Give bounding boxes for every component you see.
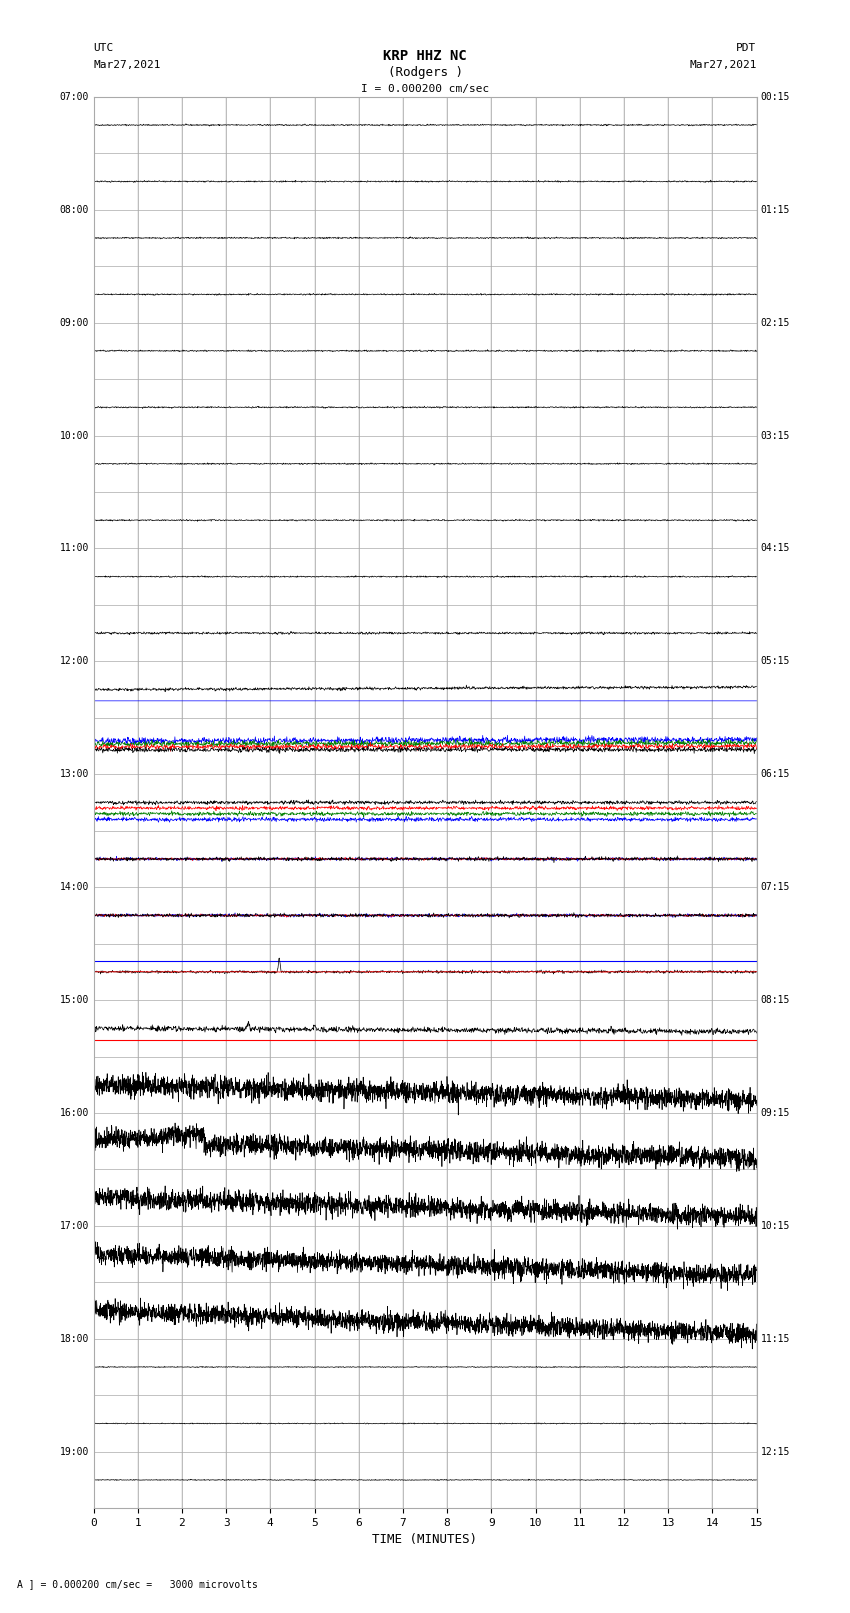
Text: 16:00: 16:00 bbox=[60, 1108, 89, 1118]
Text: 05:15: 05:15 bbox=[761, 656, 790, 666]
Text: Mar27,2021: Mar27,2021 bbox=[94, 60, 161, 69]
Text: 09:15: 09:15 bbox=[761, 1108, 790, 1118]
Text: 12:15: 12:15 bbox=[761, 1447, 790, 1457]
Text: 11:00: 11:00 bbox=[60, 544, 89, 553]
Text: 08:00: 08:00 bbox=[60, 205, 89, 215]
Text: 13:00: 13:00 bbox=[60, 769, 89, 779]
Text: 08:15: 08:15 bbox=[761, 995, 790, 1005]
Text: 15:00: 15:00 bbox=[60, 995, 89, 1005]
Text: UTC: UTC bbox=[94, 44, 114, 53]
X-axis label: TIME (MINUTES): TIME (MINUTES) bbox=[372, 1534, 478, 1547]
Text: 17:00: 17:00 bbox=[60, 1221, 89, 1231]
Text: PDT: PDT bbox=[736, 44, 756, 53]
Text: 10:00: 10:00 bbox=[60, 431, 89, 440]
Text: 18:00: 18:00 bbox=[60, 1334, 89, 1344]
Text: Mar27,2021: Mar27,2021 bbox=[689, 60, 756, 69]
Text: 01:15: 01:15 bbox=[761, 205, 790, 215]
Text: 14:00: 14:00 bbox=[60, 882, 89, 892]
Text: 19:00: 19:00 bbox=[60, 1447, 89, 1457]
Text: 09:00: 09:00 bbox=[60, 318, 89, 327]
Text: A ] = 0.000200 cm/sec =   3000 microvolts: A ] = 0.000200 cm/sec = 3000 microvolts bbox=[17, 1579, 258, 1589]
Text: 02:15: 02:15 bbox=[761, 318, 790, 327]
Text: 12:00: 12:00 bbox=[60, 656, 89, 666]
Text: 00:15: 00:15 bbox=[761, 92, 790, 102]
Text: 06:15: 06:15 bbox=[761, 769, 790, 779]
Text: KRP HHZ NC: KRP HHZ NC bbox=[383, 50, 467, 63]
Text: 07:00: 07:00 bbox=[60, 92, 89, 102]
Text: 03:15: 03:15 bbox=[761, 431, 790, 440]
Text: 11:15: 11:15 bbox=[761, 1334, 790, 1344]
Text: 10:15: 10:15 bbox=[761, 1221, 790, 1231]
Text: (Rodgers ): (Rodgers ) bbox=[388, 66, 462, 79]
Text: 07:15: 07:15 bbox=[761, 882, 790, 892]
Text: I = 0.000200 cm/sec: I = 0.000200 cm/sec bbox=[361, 84, 489, 94]
Text: 04:15: 04:15 bbox=[761, 544, 790, 553]
